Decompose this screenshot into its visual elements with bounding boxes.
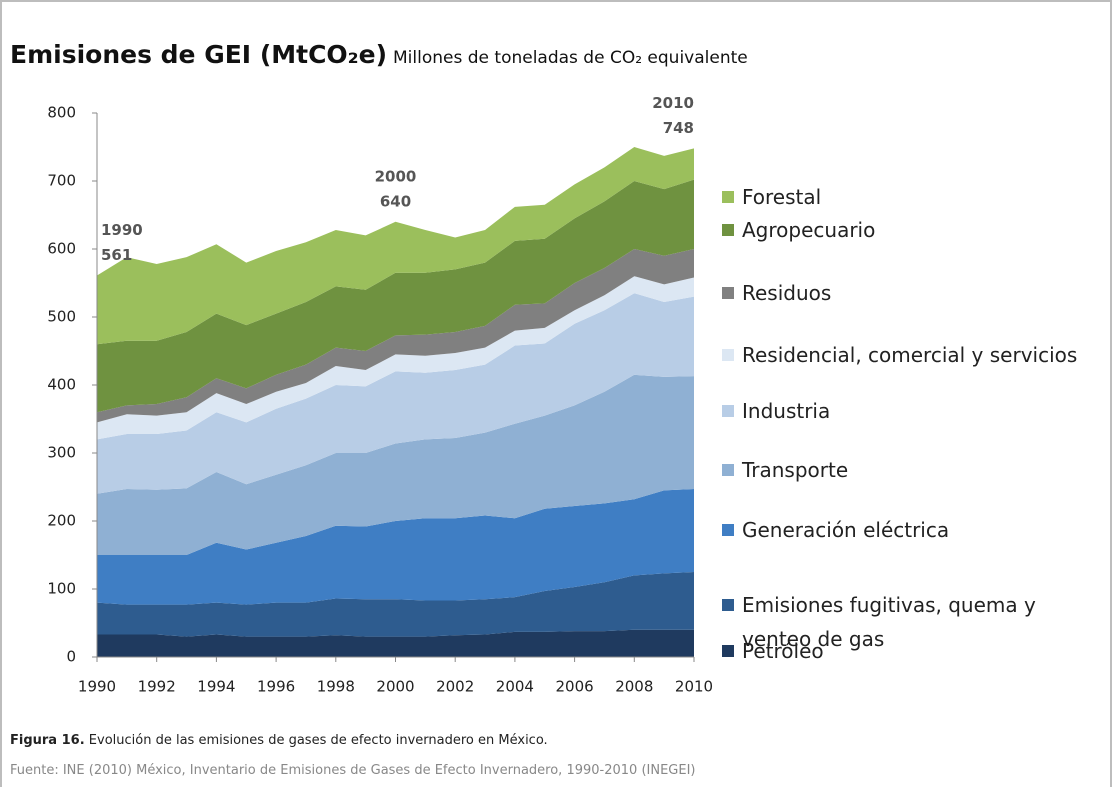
x-tick-label: 2010	[675, 678, 713, 696]
legend-swatch	[722, 224, 734, 236]
x-tick-label: 1990	[78, 678, 116, 696]
legend-item: Residuos	[722, 276, 1092, 310]
x-tick-label: 2008	[615, 678, 653, 696]
y-tick-label: 0	[66, 648, 76, 666]
legend-item: Generación eléctrica	[722, 513, 1092, 547]
annotation-value: 561	[101, 246, 132, 264]
x-tick-label: 1994	[197, 678, 235, 696]
area	[97, 147, 694, 345]
legend-label: Forestal	[742, 185, 822, 209]
legend-swatch	[722, 645, 734, 657]
y-tick-label: 800	[47, 104, 76, 122]
x-tick-label: 1992	[138, 678, 176, 696]
legend-swatch	[722, 287, 734, 299]
legend-item: Industria	[722, 394, 1092, 428]
y-tick-label: 100	[47, 580, 76, 598]
annotation-year: 1990	[101, 221, 143, 239]
area	[97, 293, 694, 494]
legend-label: Residuos	[742, 281, 832, 305]
area	[97, 179, 694, 413]
legend-swatch	[722, 524, 734, 536]
y-tick-label: 500	[47, 308, 76, 326]
chart-subtitle: Millones de toneladas de CO₂ equivalente	[393, 48, 748, 68]
header: Emisiones de GEI (MtCO₂e) Millones de ton…	[10, 40, 748, 69]
y-tick-label: 600	[47, 240, 76, 258]
area	[97, 572, 694, 637]
source: Fuente: INE (2010) México, Inventario de…	[10, 763, 696, 778]
x-tick-label: 2004	[496, 678, 534, 696]
legend-label: Transporte	[742, 458, 849, 482]
annotation-year: 2010	[652, 94, 694, 112]
legend-swatch	[722, 191, 734, 203]
legend-label: Agropecuario	[742, 218, 876, 242]
y-tick-label: 400	[47, 376, 76, 394]
y-tick-label: 200	[47, 512, 76, 530]
annotation-value: 748	[663, 119, 694, 137]
legend-label: Industria	[742, 399, 831, 423]
x-tick-label: 2000	[376, 678, 414, 696]
y-tick-label: 300	[47, 444, 76, 462]
x-tick-label: 2006	[556, 678, 594, 696]
legend-label: Residencial, comercial y servicios	[742, 343, 1078, 367]
x-tick-label: 1996	[257, 678, 295, 696]
area	[97, 374, 694, 555]
legend-label: Petróleo	[742, 639, 824, 663]
x-tick-label: 1998	[317, 678, 355, 696]
legend-item: Agropecuario	[722, 213, 1092, 247]
legend-item: Forestal	[722, 180, 1092, 214]
legend-swatch	[722, 599, 734, 611]
caption-label: Figura 16.	[10, 733, 85, 748]
legend-item: Transporte	[722, 453, 1092, 487]
legend-label: Emisiones fugitivas, quema y venteo de g…	[742, 593, 1036, 651]
area	[97, 249, 694, 423]
area	[97, 489, 694, 605]
legend-item: Residencial, comercial y servicios	[722, 338, 1107, 372]
caption: Figura 16. Evolución de las emisiones de…	[10, 733, 548, 748]
area	[97, 276, 694, 440]
caption-text: Evolución de las emisiones de gases de e…	[88, 733, 548, 748]
annotation-value: 640	[380, 192, 411, 210]
chart-title: Emisiones de GEI (MtCO₂e)	[10, 40, 388, 69]
legend-swatch	[722, 405, 734, 417]
y-tick-label: 700	[47, 172, 76, 190]
legend-swatch	[722, 464, 734, 476]
legend-item: Emisiones fugitivas, quema y venteo de g…	[722, 588, 1052, 656]
legend-label: Generación eléctrica	[742, 518, 950, 542]
annotation-year: 2000	[375, 167, 417, 185]
legend-swatch	[722, 349, 734, 361]
x-tick-label: 2002	[436, 678, 474, 696]
legend-item: Petróleo	[722, 634, 1092, 668]
